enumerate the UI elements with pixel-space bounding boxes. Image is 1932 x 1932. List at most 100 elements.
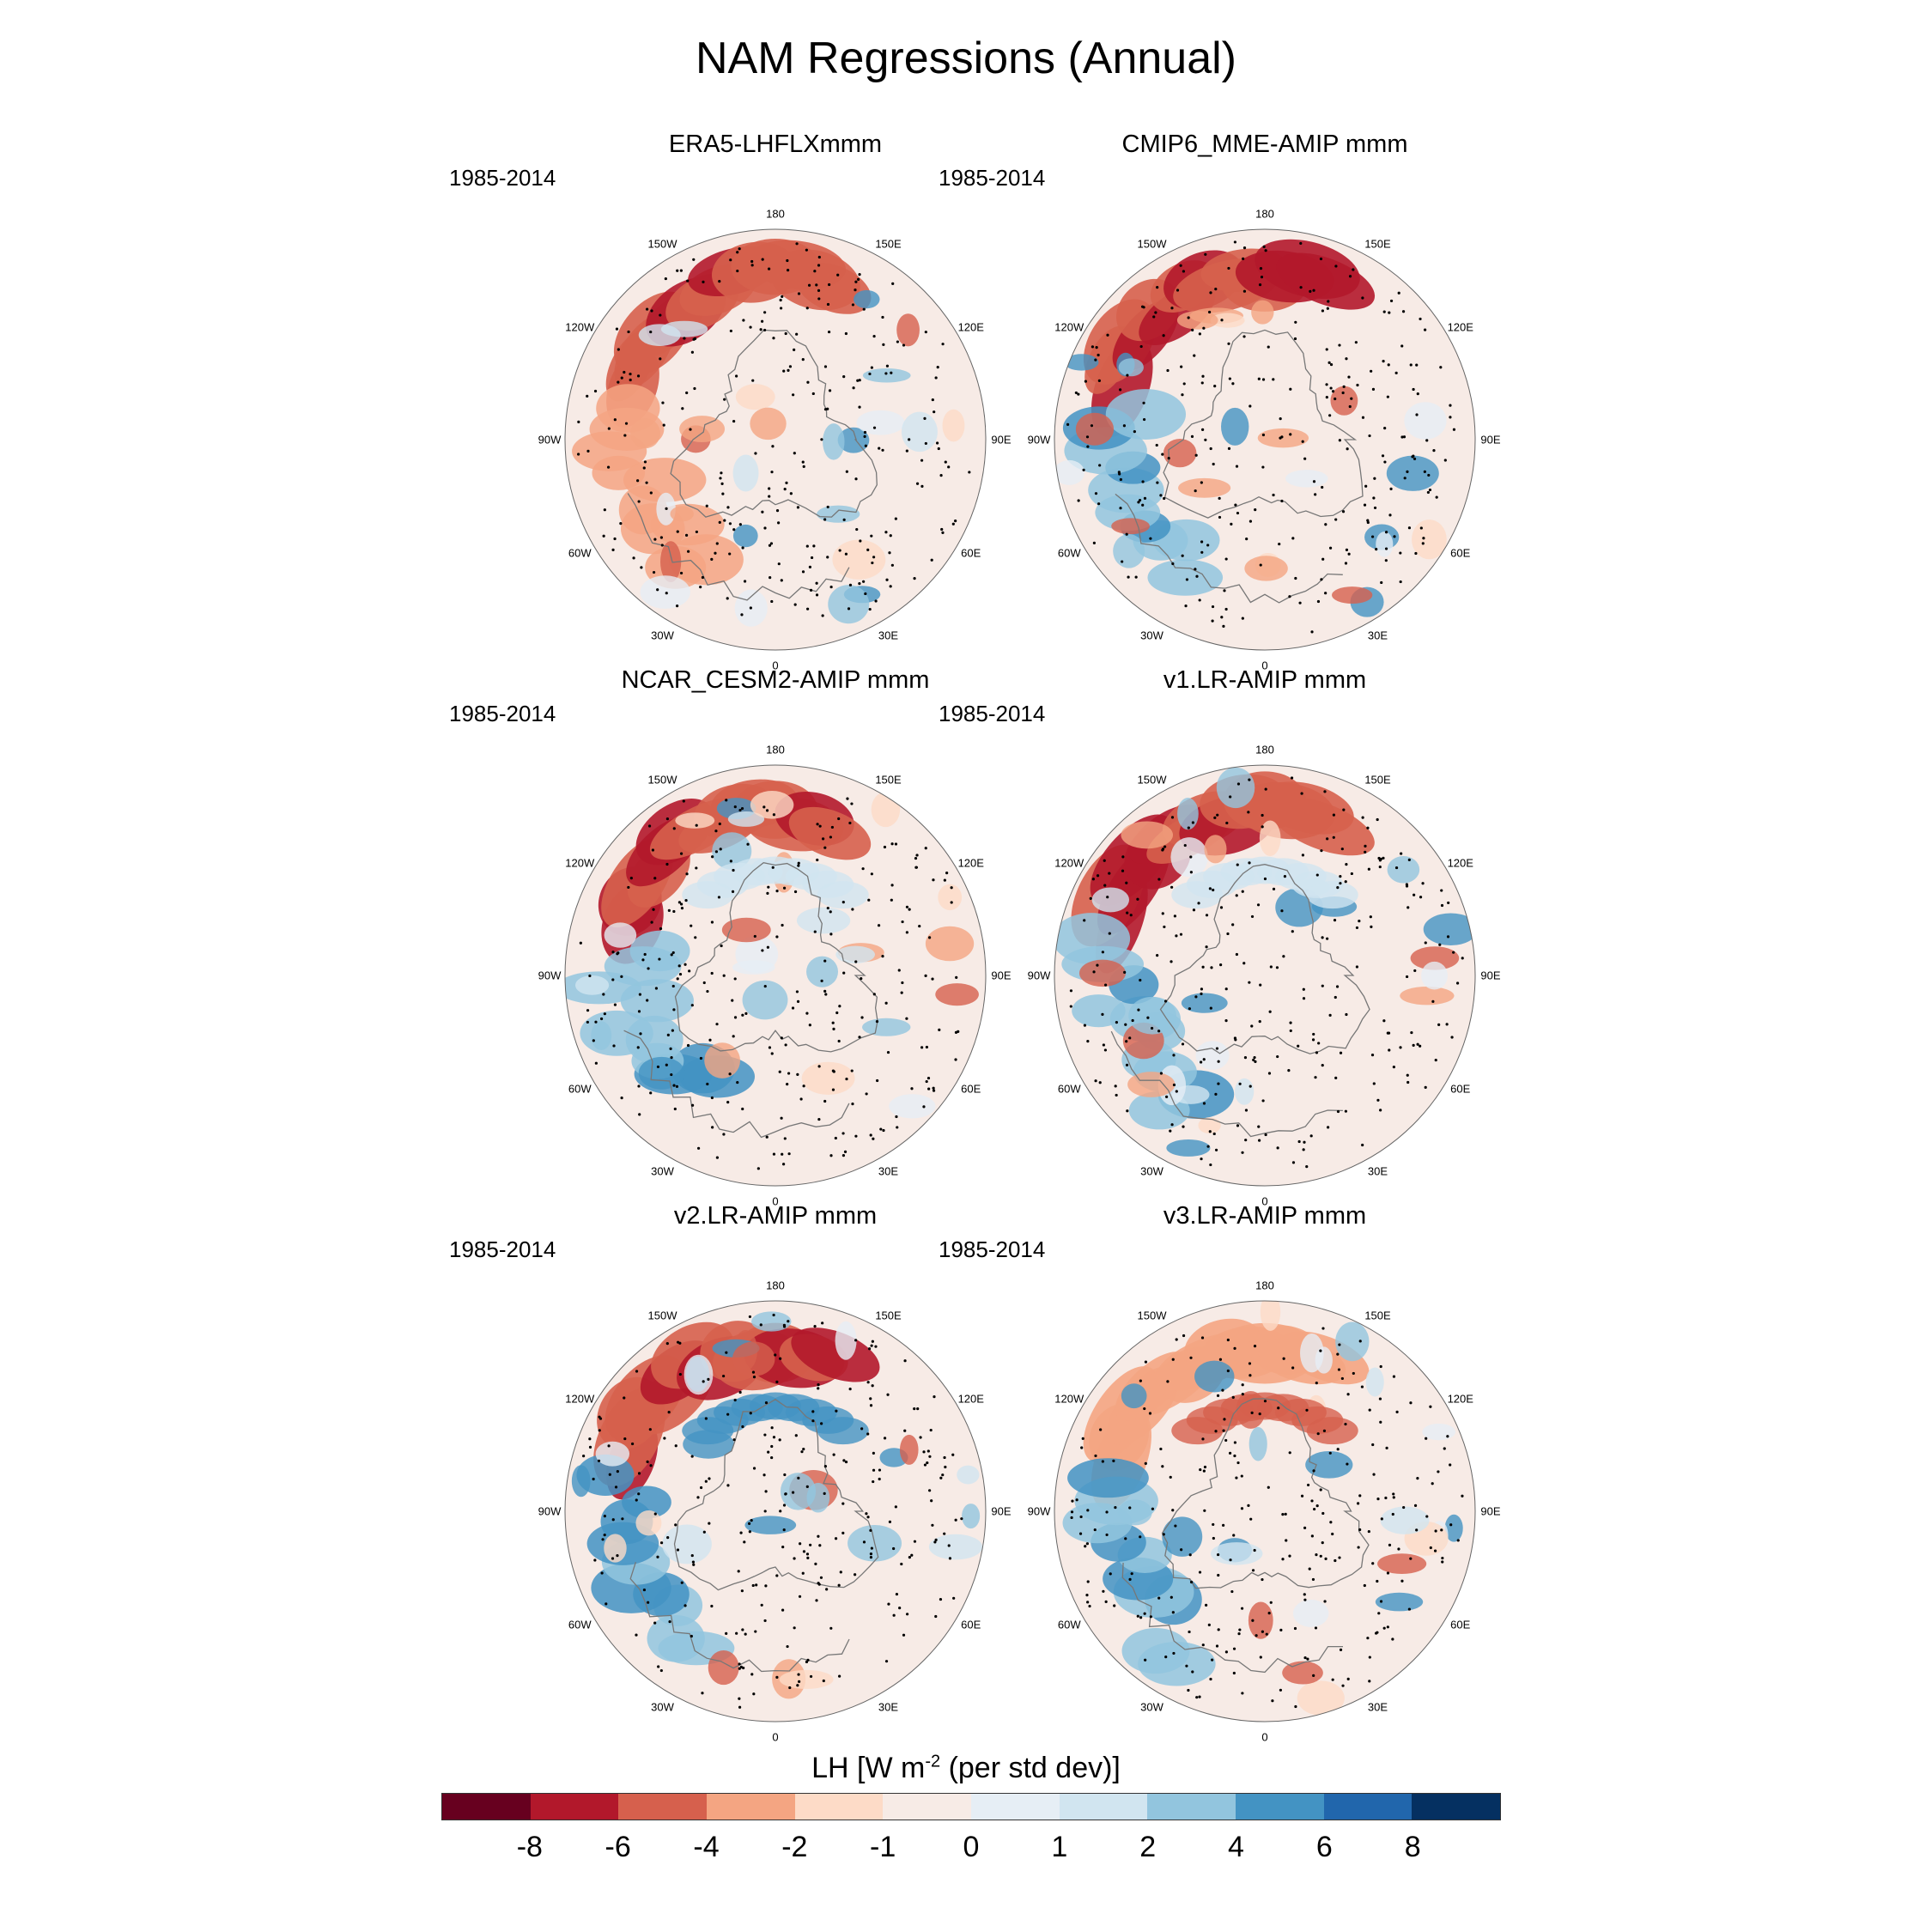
significance-dot	[741, 1628, 744, 1631]
significance-dot	[890, 842, 894, 846]
significance-dot	[1231, 1395, 1235, 1399]
significance-dot	[1406, 1073, 1409, 1077]
significance-dot	[735, 374, 738, 378]
significance-dot	[1450, 1036, 1454, 1039]
significance-dot	[668, 1619, 671, 1624]
significance-dot	[1183, 843, 1187, 848]
significance-dot	[1322, 1429, 1327, 1432]
significance-dot	[1325, 396, 1328, 399]
significance-dot	[646, 1460, 649, 1463]
significance-dot	[869, 1397, 872, 1400]
significance-dot	[1216, 1394, 1220, 1397]
significance-dot	[1247, 811, 1250, 814]
significance-dot	[1092, 541, 1096, 544]
significance-dot	[770, 471, 774, 474]
significance-dot	[924, 331, 927, 334]
significance-dot	[802, 465, 805, 468]
panel-period: 1985-2014	[939, 1236, 1046, 1262]
significance-dot	[1407, 526, 1412, 530]
significance-dot	[1413, 969, 1417, 973]
significance-dot	[630, 1442, 635, 1446]
significance-dot	[1163, 845, 1167, 848]
significance-dot	[1393, 535, 1396, 538]
significance-dot	[784, 331, 787, 336]
longitude-label: 150W	[1137, 773, 1167, 787]
significance-dot	[607, 427, 611, 430]
significance-dot	[720, 944, 723, 948]
significance-dot	[1121, 560, 1124, 563]
significance-dot	[751, 1370, 756, 1374]
significance-dot	[957, 1030, 960, 1034]
significance-dot	[1338, 439, 1341, 442]
anomaly-region	[662, 1524, 712, 1564]
longitude-label: 180	[1255, 207, 1274, 221]
significance-dot	[1379, 1364, 1382, 1369]
longitude-label: 30E	[878, 1700, 899, 1714]
significance-dot	[870, 1546, 874, 1550]
significance-dot	[1248, 861, 1251, 865]
significance-dot	[1370, 925, 1373, 928]
significance-dot	[1402, 1505, 1406, 1510]
significance-dot	[768, 1046, 772, 1049]
significance-dot	[1126, 911, 1129, 914]
significance-dot	[1146, 1016, 1150, 1019]
significance-dot	[823, 989, 827, 993]
significance-dot	[738, 808, 742, 812]
significance-dot	[717, 896, 721, 899]
significance-dot	[627, 330, 630, 334]
significance-dot	[666, 1033, 670, 1036]
significance-dot	[1233, 1454, 1236, 1458]
significance-dot	[1217, 1573, 1220, 1577]
significance-dot	[1288, 1554, 1291, 1558]
significance-dot	[1157, 1596, 1161, 1600]
anomaly-region	[942, 409, 965, 442]
anomaly-region	[1195, 1041, 1230, 1070]
significance-dot	[1333, 919, 1337, 922]
significance-dot	[1212, 1522, 1215, 1527]
significance-dot	[786, 1644, 789, 1649]
significance-dot	[867, 898, 871, 902]
significance-dot	[1302, 1148, 1305, 1151]
anomaly-region	[660, 541, 682, 583]
significance-dot	[602, 993, 605, 996]
significance-dot	[735, 1631, 738, 1635]
significance-dot	[710, 1604, 714, 1608]
significance-dot	[1231, 382, 1235, 386]
colorbar-tick-label: -1	[870, 1831, 896, 1863]
significance-dot	[647, 967, 650, 970]
anomaly-region	[832, 539, 886, 580]
anomaly-region	[1216, 767, 1255, 809]
significance-dot	[1171, 1611, 1175, 1614]
significance-dot	[1149, 537, 1152, 540]
significance-dot	[783, 488, 787, 491]
significance-dot	[1367, 1529, 1370, 1534]
main-title: NAM Regressions (Annual)	[695, 33, 1237, 83]
significance-dot	[871, 1384, 874, 1388]
significance-dot	[708, 1522, 711, 1525]
significance-dot	[1326, 837, 1329, 841]
significance-dot	[1397, 1547, 1400, 1551]
significance-dot	[854, 280, 858, 283]
significance-dot	[1115, 1093, 1118, 1097]
significance-dot	[1340, 848, 1344, 851]
significance-dot	[606, 465, 611, 469]
significance-dot	[1232, 1534, 1236, 1537]
anomaly-region	[962, 1504, 981, 1529]
significance-dot	[923, 1463, 927, 1467]
significance-dot	[1217, 1082, 1220, 1085]
significance-dot	[680, 902, 683, 906]
significance-dot	[729, 860, 732, 863]
significance-dot	[1329, 362, 1334, 367]
significance-dot	[704, 1479, 708, 1483]
significance-dot	[1166, 1380, 1170, 1383]
longitude-label: 120W	[1054, 1392, 1084, 1405]
significance-dot	[778, 1070, 781, 1073]
significance-dot	[869, 1404, 873, 1407]
anomaly-region	[647, 1614, 705, 1662]
anomaly-region	[889, 1094, 936, 1119]
significance-dot	[1289, 1029, 1292, 1033]
anomaly-region	[1421, 961, 1448, 990]
significance-dot	[710, 971, 714, 975]
significance-dot	[817, 264, 821, 267]
significance-dot	[864, 444, 867, 447]
